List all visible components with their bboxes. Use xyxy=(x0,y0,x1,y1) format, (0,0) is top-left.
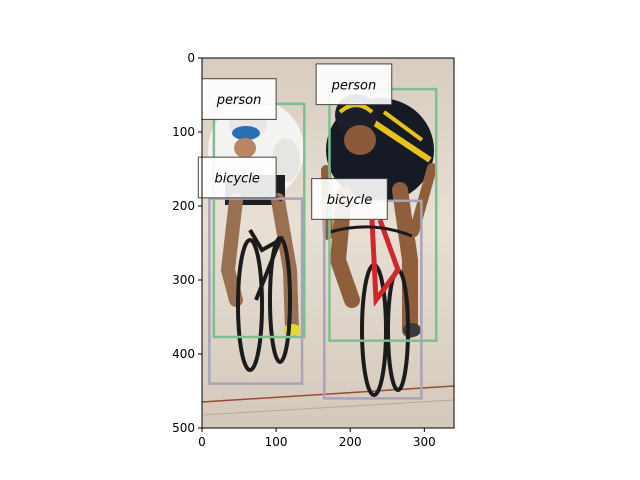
detection-labels: person bicycle person bicycle xyxy=(197,63,393,220)
x-axis: 0 100 200 300 xyxy=(198,428,436,449)
label-bicycle: bicycle xyxy=(197,156,277,199)
y-tick-label: 0 xyxy=(187,51,195,65)
label-text: person xyxy=(331,78,377,93)
x-tick-label: 100 xyxy=(265,435,288,449)
label-text: bicycle xyxy=(327,193,372,208)
label-box xyxy=(311,178,388,220)
y-tick-label: 500 xyxy=(172,421,195,435)
label-person: person xyxy=(315,63,393,106)
label-bicycle: bicycle xyxy=(311,178,388,220)
label-text: bicycle xyxy=(214,172,259,187)
y-axis: 0 100 200 300 400 500 xyxy=(172,51,202,435)
y-tick-label: 400 xyxy=(172,347,195,361)
label-box xyxy=(201,78,277,120)
x-tick-label: 300 xyxy=(413,435,436,449)
detection-box-bicycle xyxy=(208,197,304,385)
axes-frame xyxy=(201,57,455,429)
x-tick-label: 200 xyxy=(339,435,362,449)
label-box xyxy=(315,63,393,106)
label-box xyxy=(197,156,277,199)
label-text: person xyxy=(216,93,262,108)
y-tick-label: 200 xyxy=(172,199,195,213)
label-person: person xyxy=(201,78,277,120)
y-tick-label: 300 xyxy=(172,273,195,287)
x-tick-label: 0 xyxy=(198,435,206,449)
y-tick-label: 100 xyxy=(172,125,195,139)
bicycle-right xyxy=(329,219,413,397)
photo xyxy=(202,58,454,428)
